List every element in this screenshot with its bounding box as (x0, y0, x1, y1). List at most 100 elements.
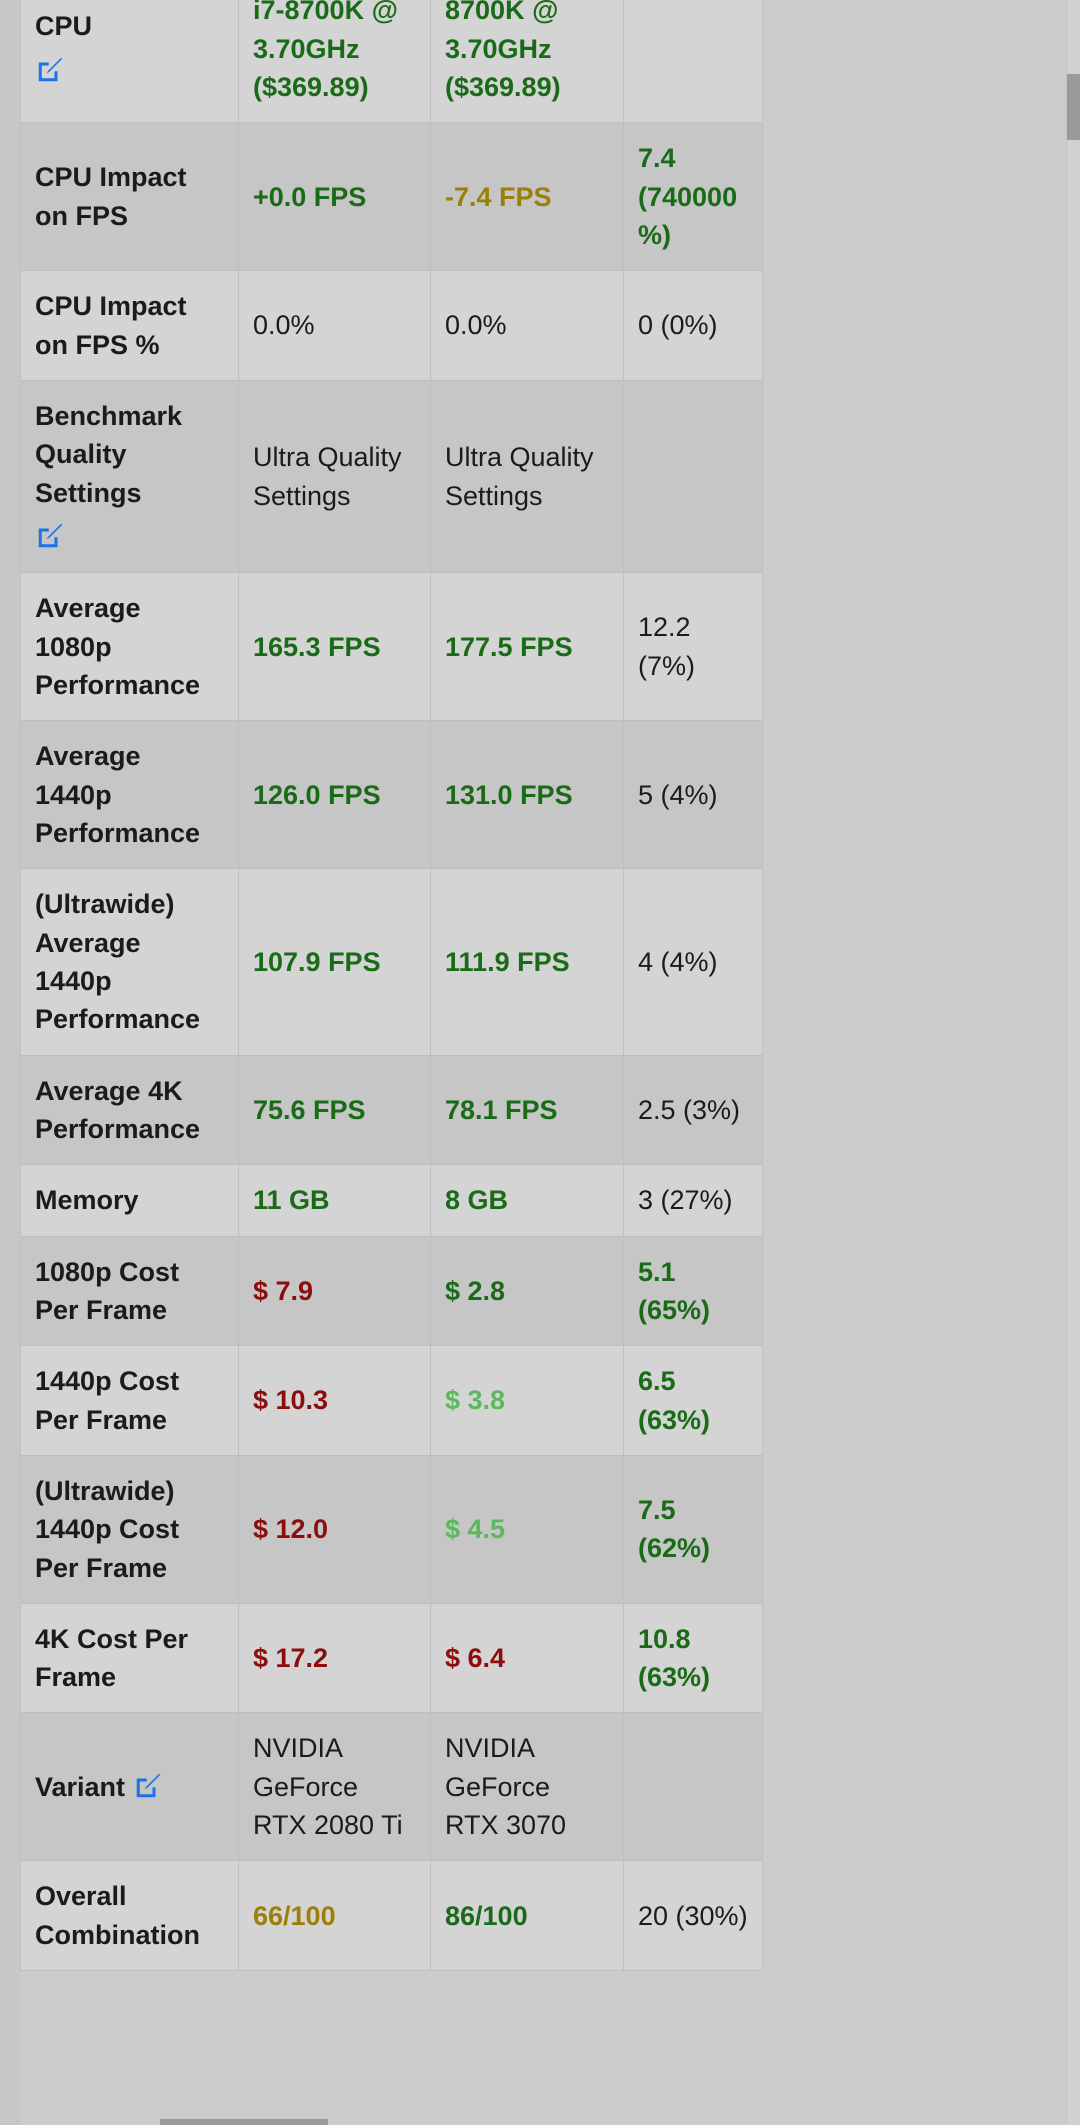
vertical-scrollbar-track[interactable] (1066, 0, 1080, 2125)
edit-pencil-icon[interactable] (35, 521, 65, 551)
value-cell-b: 111.9 FPS (430, 868, 624, 1056)
delta-cell: 7.5 (62%) (623, 1454, 763, 1604)
table-row: Average 1080p Performance 165.3 FPS 177.5 … (20, 572, 763, 722)
value-cell-b: $ 3.8 (430, 1345, 624, 1456)
table-row: Benchmark Quality Settings Ultra Quality … (20, 379, 763, 574)
value-a-text: 11 GB (253, 1185, 330, 1216)
value-cell-b: 8 GB (430, 1164, 624, 1237)
row-label-text: Benchmark Quality Settings (35, 400, 183, 508)
value-a-text: 165.3 FPS (253, 631, 381, 662)
value-a-text: +0.0 FPS (253, 181, 367, 212)
row-label-cell: Overall Combination (20, 1860, 239, 1972)
left-gutter (0, 0, 20, 2125)
value-a-text: $ 17.2 (253, 1642, 329, 1673)
delta-cell: 5 (4%) (623, 720, 763, 870)
comparison-table-container: Benchmark CPU Intel Core i7-8700K @ 3.70G… (20, 0, 763, 1972)
delta-cell: 7.4 (740000%) (623, 122, 763, 272)
delta-cell (623, 379, 763, 574)
value-cell-a: NVIDIA GeForce RTX 2080 Ti (238, 1712, 431, 1862)
edit-pencil-icon[interactable] (133, 1771, 163, 1801)
value-cell-a: 165.3 FPS (238, 572, 431, 722)
value-b-text: 86/100 (445, 1900, 528, 1931)
table-row: Variant NVIDIA GeForce RTX 2080 Ti NVIDIA … (20, 1712, 763, 1862)
value-cell-a: $ 7.9 (238, 1235, 431, 1347)
row-label-text: Average 1440p Performance (35, 741, 201, 848)
row-label-cell: (Ultrawide) Average 1440p Performance (20, 868, 239, 1056)
delta-text: 12.2 (7%) (638, 612, 696, 681)
table-row: CPU Impact on FPS +0.0 FPS -7.4 FPS 7.4 (74… (20, 122, 763, 272)
value-b-text: 111.9 FPS (445, 946, 570, 977)
row-label-cell: CPU Impact on FPS % (20, 270, 239, 381)
value-cell-a: 11 GB (238, 1164, 431, 1237)
value-b-text: -7.4 FPS (445, 181, 552, 212)
row-label-cell: CPU Impact on FPS (20, 122, 239, 272)
horizontal-scrollbar-track[interactable] (20, 2119, 762, 2125)
delta-text: 5 (4%) (638, 779, 718, 810)
row-label-text: (Ultrawide) Average 1440p Performance (35, 889, 201, 1035)
table-row: Overall Combination 66/100 86/100 20 (30%) (20, 1860, 763, 1972)
value-cell-b: 131.0 FPS (430, 720, 624, 870)
value-b-text: 131.0 FPS (445, 779, 573, 810)
value-b-text: 177.5 FPS (445, 631, 573, 662)
table-row: Average 4K Performance 75.6 FPS 78.1 FPS 2.… (20, 1054, 763, 1166)
row-label-text: Variant (35, 1771, 126, 1802)
table-row: Benchmark CPU Intel Core i7-8700K @ 3.70G… (20, 0, 763, 124)
row-label-text: Benchmark CPU (35, 0, 182, 42)
value-b-text: 78.1 FPS (445, 1094, 558, 1125)
value-cell-b: -7.4 FPS (430, 122, 624, 272)
delta-cell: 2.5 (3%) (623, 1054, 763, 1166)
row-label-cell: Average 1080p Performance (20, 572, 239, 722)
row-label-text: Overall Combination (35, 1881, 200, 1950)
delta-cell: 12.2 (7%) (623, 572, 763, 722)
value-a-text: NVIDIA GeForce RTX 2080 Ti (253, 1733, 403, 1841)
horizontal-scrollbar-thumb[interactable] (160, 2119, 328, 2125)
value-a-text: 75.6 FPS (253, 1094, 366, 1125)
row-label-text: 1440p Cost Per Frame (35, 1366, 180, 1435)
value-cell-a: 126.0 FPS (238, 720, 431, 870)
table-row: 1440p Cost Per Frame $ 10.3 $ 3.8 6.5 (63%) (20, 1345, 763, 1456)
row-label-cell: Memory (20, 1164, 239, 1237)
value-cell-a: 66/100 (238, 1860, 431, 1972)
value-a-text: 126.0 FPS (253, 779, 381, 810)
row-label-text: 1080p Cost Per Frame (35, 1256, 180, 1325)
vertical-scrollbar-thumb[interactable] (1067, 74, 1080, 140)
row-label-text: (Ultrawide) 1440p Cost Per Frame (35, 1475, 180, 1583)
value-cell-a: 0.0% (238, 270, 431, 381)
table-row: CPU Impact on FPS % 0.0% 0.0% 0 (0%) (20, 270, 763, 381)
value-b-text: Intel Core i7-8700K @ 3.70GHz ($369.89) (445, 0, 561, 102)
delta-cell (623, 1712, 763, 1862)
value-cell-a: $ 12.0 (238, 1454, 431, 1604)
value-cell-b: 177.5 FPS (430, 572, 624, 722)
table-row: (Ultrawide) 1440p Cost Per Frame $ 12.0 $ … (20, 1454, 763, 1604)
gpu-comparison-table: Benchmark CPU Intel Core i7-8700K @ 3.70G… (20, 0, 763, 1972)
row-label-cell: (Ultrawide) 1440p Cost Per Frame (20, 1454, 239, 1604)
value-b-text: $ 6.4 (445, 1642, 506, 1673)
delta-text: 7.5 (62%) (638, 1495, 711, 1564)
value-a-text: Ultra Quality Settings (253, 442, 402, 511)
table-row: 1080p Cost Per Frame $ 7.9 $ 2.8 5.1 (65%) (20, 1235, 763, 1347)
delta-text: 0 (0%) (638, 310, 718, 341)
value-a-text: 66/100 (253, 1900, 336, 1931)
delta-cell: 6.5 (63%) (623, 1345, 763, 1456)
edit-pencil-icon[interactable] (35, 55, 65, 85)
value-cell-b: NVIDIA GeForce RTX 3070 (430, 1712, 624, 1862)
value-b-text: NVIDIA GeForce RTX 3070 (445, 1733, 567, 1841)
table-body: Benchmark CPU Intel Core i7-8700K @ 3.70G… (20, 0, 763, 1972)
value-cell-a: +0.0 FPS (238, 122, 431, 272)
row-label-cell: 1440p Cost Per Frame (20, 1345, 239, 1456)
table-row: Memory 11 GB 8 GB 3 (27%) (20, 1164, 763, 1237)
delta-cell (623, 0, 763, 124)
delta-text: 7.4 (740000%) (638, 143, 738, 250)
delta-text: 10.8 (63%) (638, 1623, 711, 1693)
value-a-text: 0.0% (253, 310, 315, 341)
row-label-cell: Benchmark CPU (20, 0, 239, 124)
value-cell-a: 75.6 FPS (238, 1054, 431, 1166)
table-row: 4K Cost Per Frame $ 17.2 $ 6.4 10.8 (63%) (20, 1602, 763, 1714)
value-a-text: $ 7.9 (253, 1275, 314, 1306)
value-cell-b: Intel Core i7-8700K @ 3.70GHz ($369.89) (430, 0, 624, 124)
row-label-cell: 4K Cost Per Frame (20, 1602, 239, 1714)
delta-text: 6.5 (63%) (638, 1366, 711, 1435)
delta-text: 3 (27%) (638, 1185, 733, 1216)
value-cell-b: 86/100 (430, 1860, 624, 1972)
value-b-text: $ 3.8 (445, 1385, 506, 1416)
